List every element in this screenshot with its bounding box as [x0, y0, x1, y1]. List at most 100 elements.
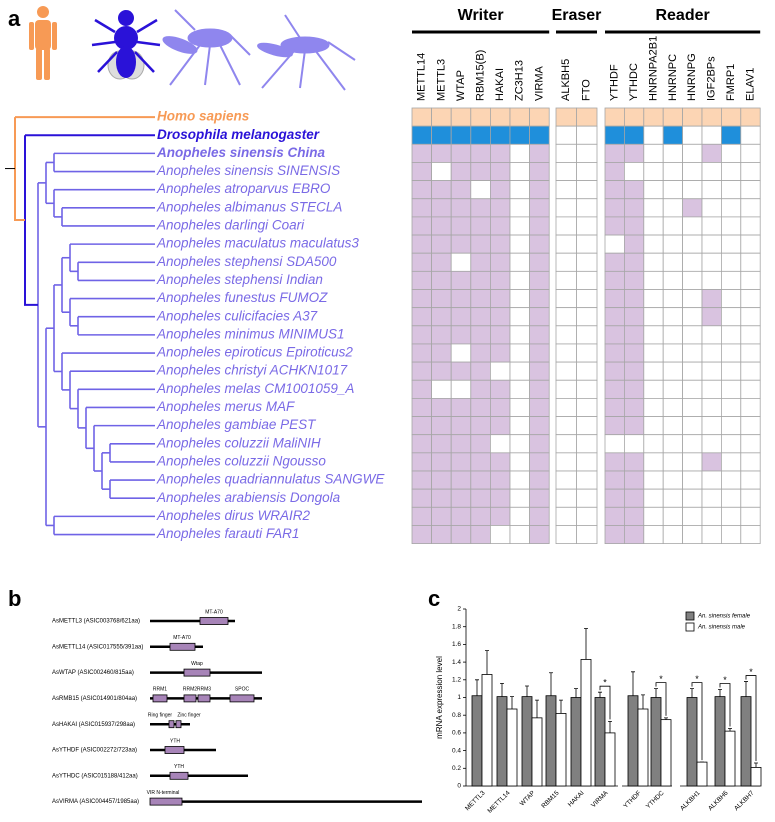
presence-cell	[509, 307, 531, 327]
presence-cell	[682, 434, 703, 454]
presence-cell	[662, 107, 684, 127]
presence-cell	[643, 325, 664, 345]
presence-cell	[701, 525, 722, 545]
presence-cell	[489, 470, 511, 490]
presence-cell	[470, 143, 491, 163]
presence-cell	[576, 307, 598, 327]
presence-cell	[740, 416, 761, 436]
presence-cell	[604, 198, 625, 218]
presence-cell	[662, 307, 684, 327]
domain-box	[168, 720, 175, 729]
species-label: Anopheles coluzzii MaliNIH	[156, 435, 321, 450]
bar	[521, 696, 533, 787]
error-bar	[744, 681, 748, 697]
presence-cell	[643, 525, 664, 545]
presence-cell	[411, 361, 433, 381]
presence-cell	[470, 434, 491, 454]
x-tick-label: METTL3	[464, 789, 487, 812]
presence-cell	[411, 452, 433, 472]
gene-label: ELAV1	[744, 68, 756, 101]
human-icon	[29, 6, 57, 80]
presence-cell	[509, 162, 531, 181]
presence-cell	[555, 107, 577, 127]
presence-cell	[576, 343, 598, 363]
presence-cell	[682, 270, 703, 290]
species-label: Homo sapiens	[157, 109, 250, 124]
presence-cell	[576, 125, 598, 145]
error-bar	[500, 682, 504, 697]
presence-cell	[555, 488, 577, 508]
presence-cell	[576, 252, 598, 272]
presence-cell	[411, 198, 433, 218]
presence-cell	[431, 343, 452, 363]
gene-label: WTAP	[455, 70, 467, 101]
bar	[531, 717, 543, 787]
presence-cell	[576, 198, 598, 218]
presence-cell	[529, 379, 550, 399]
presence-cell	[555, 397, 577, 417]
presence-cell	[643, 452, 664, 472]
domain-label: MT-A70	[205, 609, 223, 615]
presence-cell	[529, 180, 550, 200]
presence-cell	[740, 397, 761, 417]
presence-cell	[431, 198, 452, 218]
presence-cell	[721, 506, 742, 526]
presence-cell	[555, 180, 577, 200]
presence-cell	[701, 107, 722, 127]
presence-cell	[643, 488, 664, 508]
presence-cell	[470, 307, 491, 327]
presence-cell	[529, 470, 550, 490]
presence-cell	[604, 107, 625, 127]
presence-cell	[624, 434, 645, 454]
presence-cell	[555, 216, 577, 236]
presence-cell	[604, 525, 625, 545]
presence-cell	[682, 234, 703, 254]
species-label: Anopheles farauti FAR1	[156, 526, 299, 541]
presence-cell	[576, 379, 598, 399]
presence-cell	[509, 180, 531, 200]
presence-cell	[555, 379, 577, 399]
presence-cell	[662, 434, 684, 454]
presence-cell	[701, 452, 722, 472]
presence-cell	[450, 307, 472, 327]
bar	[740, 696, 752, 787]
presence-cell	[682, 379, 703, 399]
presence-cell	[701, 307, 722, 327]
presence-cell	[604, 416, 625, 436]
species-label: Drosophila melanogaster	[157, 127, 320, 142]
presence-cell	[411, 289, 433, 309]
presence-cell	[682, 107, 703, 127]
presence-cell	[431, 488, 452, 508]
presence-cell	[740, 488, 761, 508]
species-label: Anopheles stephensi SDA500	[156, 254, 337, 269]
y-tick-label: 2	[457, 606, 461, 613]
presence-cell	[489, 107, 511, 127]
presence-cell	[529, 289, 550, 309]
presence-cell	[431, 379, 452, 399]
presence-cell	[470, 470, 491, 490]
domain-box	[169, 642, 196, 651]
domain-label: RRM2	[183, 687, 197, 693]
gene-label: YTHDF	[609, 64, 621, 101]
presence-cell	[662, 397, 684, 417]
x-tick-label: ALKBH1	[679, 789, 702, 812]
presence-cell	[662, 416, 684, 436]
presence-cell	[411, 216, 433, 236]
presence-cell	[643, 343, 664, 363]
presence-cell	[431, 307, 452, 327]
bar	[627, 695, 639, 787]
presence-cell	[682, 180, 703, 200]
bar	[496, 696, 508, 787]
presence-cell	[576, 506, 598, 526]
presence-cell	[682, 143, 703, 163]
x-tick-label: ALKBH6	[707, 789, 730, 812]
presence-cell	[411, 107, 433, 127]
significance-marker: *	[603, 678, 607, 688]
species-label: Anopheles darlingi Coari	[156, 218, 305, 233]
presence-cell	[411, 307, 433, 327]
species-label: Anopheles coluzzii Ngousso	[156, 453, 326, 468]
presence-cell	[529, 416, 550, 436]
presence-cell	[431, 452, 452, 472]
presence-cell	[450, 107, 472, 127]
presence-cell	[721, 198, 742, 218]
